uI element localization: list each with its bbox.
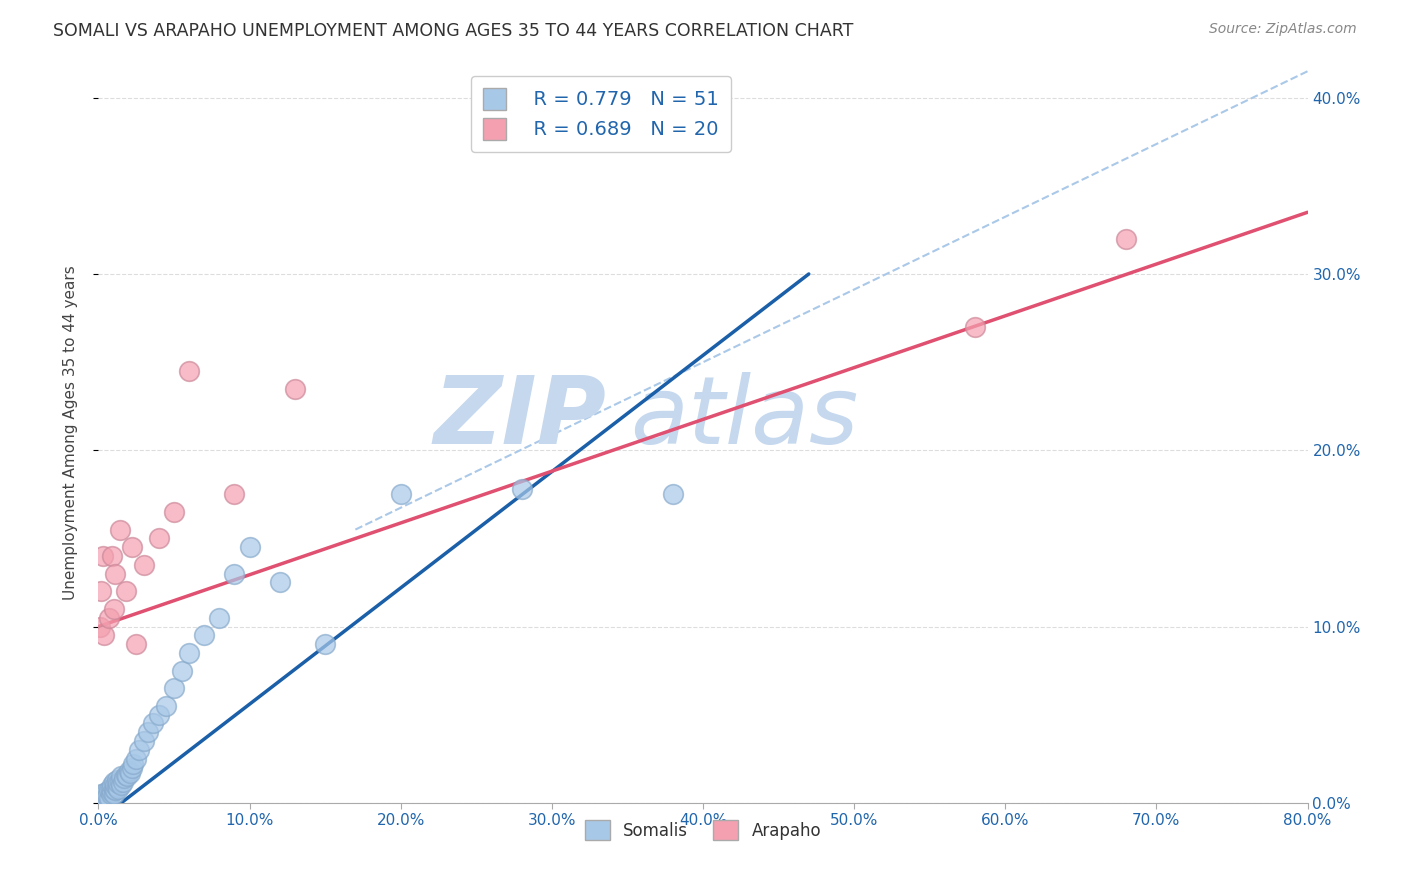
Point: [179, 364, 201, 378]
Point: [155, 698, 177, 713]
Point: [125, 637, 148, 651]
Point: [224, 566, 246, 581]
Point: [163, 681, 186, 696]
Point: [89, 619, 111, 633]
Point: [115, 769, 138, 783]
Point: [148, 707, 170, 722]
Legend: Somalis, Arapaho: Somalis, Arapaho: [578, 814, 828, 847]
Point: [93, 628, 115, 642]
Point: [91, 549, 114, 563]
Point: [121, 760, 143, 774]
Point: [104, 783, 127, 797]
Text: SOMALI VS ARAPAHO UNEMPLOYMENT AMONG AGES 35 TO 44 YEARS CORRELATION CHART: SOMALI VS ARAPAHO UNEMPLOYMENT AMONG AGE…: [53, 22, 853, 40]
Point: [314, 637, 336, 651]
Point: [96, 789, 118, 803]
Point: [269, 575, 291, 590]
Text: atlas: atlas: [630, 372, 859, 463]
Point: [661, 487, 683, 501]
Point: [108, 523, 131, 537]
Point: [114, 584, 136, 599]
Point: [98, 610, 121, 624]
Point: [136, 725, 159, 739]
Point: [163, 505, 186, 519]
Point: [98, 783, 121, 797]
Point: [125, 752, 148, 766]
Point: [110, 778, 132, 792]
Point: [107, 776, 129, 790]
Point: [105, 780, 128, 794]
Point: [90, 787, 112, 801]
Point: [103, 602, 125, 616]
Point: [98, 790, 121, 805]
Point: [120, 765, 142, 780]
Point: [148, 532, 170, 546]
Point: [100, 781, 122, 796]
Point: [170, 664, 193, 678]
Point: [108, 774, 131, 789]
Point: [1115, 232, 1137, 246]
Point: [94, 792, 117, 806]
Text: Source: ZipAtlas.com: Source: ZipAtlas.com: [1209, 22, 1357, 37]
Point: [103, 781, 125, 796]
Point: [103, 787, 125, 801]
Point: [118, 764, 141, 778]
Point: [510, 482, 533, 496]
Point: [103, 774, 125, 789]
Point: [389, 487, 412, 501]
Point: [122, 757, 145, 772]
Point: [179, 646, 201, 660]
Point: [101, 785, 124, 799]
Text: ZIP: ZIP: [433, 372, 606, 464]
Point: [239, 540, 262, 554]
Point: [111, 774, 134, 789]
Point: [208, 610, 231, 624]
Point: [114, 767, 136, 781]
Point: [104, 778, 127, 792]
Point: [91, 790, 114, 805]
Point: [101, 549, 124, 563]
Point: [110, 769, 132, 783]
Point: [132, 558, 155, 572]
Point: [94, 785, 117, 799]
Point: [105, 772, 128, 787]
Point: [142, 716, 165, 731]
Point: [128, 743, 150, 757]
Y-axis label: Unemployment Among Ages 35 to 44 years: Unemployment Among Ages 35 to 44 years: [63, 265, 77, 600]
Point: [90, 584, 112, 599]
Point: [132, 734, 155, 748]
Point: [104, 566, 127, 581]
Point: [107, 781, 129, 796]
Point: [284, 382, 307, 396]
Point: [224, 487, 246, 501]
Point: [112, 771, 135, 785]
Point: [121, 540, 143, 554]
Point: [965, 319, 987, 334]
Point: [100, 787, 122, 801]
Point: [101, 778, 124, 792]
Point: [93, 789, 115, 803]
Point: [193, 628, 215, 642]
